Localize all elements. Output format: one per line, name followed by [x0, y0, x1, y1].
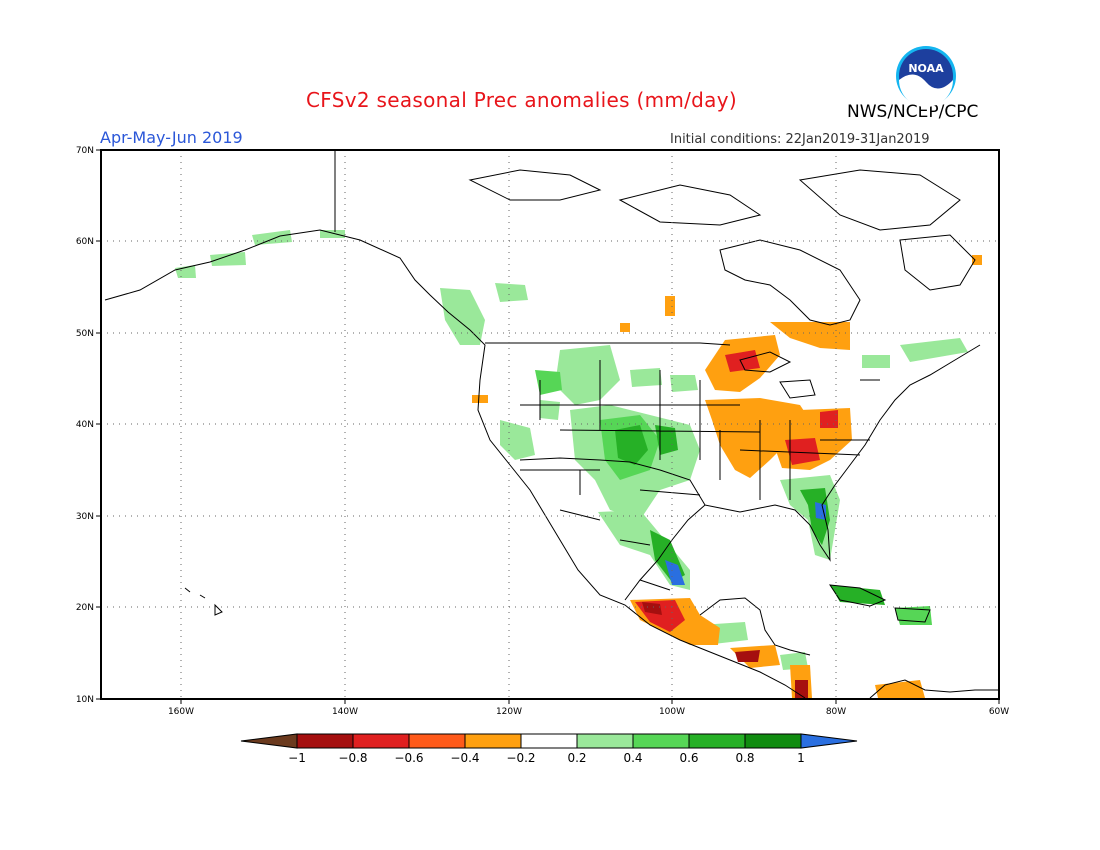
colorbar-label: −0.8 — [338, 751, 367, 765]
colorbar-arrow-left — [240, 733, 298, 749]
colorbar-arrow-right — [800, 733, 858, 749]
lon-label: 100W — [659, 707, 685, 717]
map-plot-area — [101, 150, 999, 699]
logo-text: NOAA — [908, 62, 944, 75]
colorbar-label: 1 — [797, 751, 805, 765]
colorbar-segment — [408, 733, 466, 749]
lon-label: 140W — [332, 707, 358, 717]
colorbar-label: −0.6 — [394, 751, 423, 765]
map-title: CFSv2 seasonal Prec anomalies (mm/day) — [306, 88, 737, 112]
colorbar-segment — [464, 733, 522, 749]
colorbar-label: 0.4 — [623, 751, 642, 765]
lat-label: 20N — [76, 603, 94, 613]
colorbar-label: −0.4 — [450, 751, 479, 765]
agency-label: NWS/NCEP/CPC — [847, 102, 979, 122]
season-label: Apr-May-Jun 2019 — [100, 128, 243, 147]
lon-label: 80W — [826, 707, 846, 717]
lat-label: 10N — [76, 695, 94, 705]
colorbar-segment — [352, 733, 410, 749]
colorbar-label: −0.2 — [506, 751, 535, 765]
colorbar-segment — [632, 733, 690, 749]
colorbar-label: 0.6 — [679, 751, 698, 765]
colorbar-label: 0.2 — [567, 751, 586, 765]
lon-label: 120W — [496, 707, 522, 717]
coastline-layer — [104, 150, 998, 699]
lat-label: 70N — [76, 146, 94, 156]
colorbar-segment — [576, 733, 634, 749]
lat-label: 30N — [76, 512, 94, 522]
tick-marks — [96, 149, 1000, 704]
colorbar-label: 0.8 — [735, 751, 754, 765]
lat-label: 60N — [76, 237, 94, 247]
anomaly-fill-layer — [175, 230, 982, 698]
colorbar-segment — [688, 733, 746, 749]
lat-label: 40N — [76, 420, 94, 430]
lon-label: 60W — [989, 707, 1009, 717]
colorbar-segment — [744, 733, 802, 749]
lat-label: 50N — [76, 329, 94, 339]
colorbar-segment — [296, 733, 354, 749]
noaa-logo-icon: NOAA — [896, 46, 956, 107]
colorbar-label: −1 — [288, 751, 306, 765]
lon-label: 160W — [168, 707, 194, 717]
colorbar-segment — [520, 733, 578, 749]
initial-conditions-label: Initial conditions: 22Jan2019-31Jan2019 — [670, 132, 930, 147]
colorbar: −1 −0.8 −0.6 −0.4 −0.2 0.2 0.4 0.6 0.8 1 — [240, 733, 858, 765]
